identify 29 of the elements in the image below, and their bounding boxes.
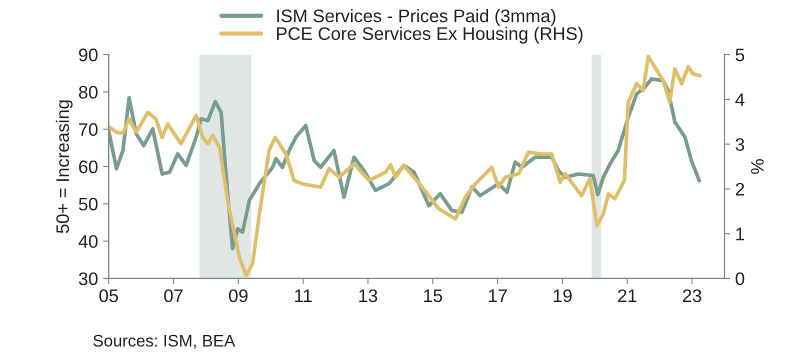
line-series — [108, 54, 702, 278]
y-tick-label: 60 — [79, 160, 98, 174]
y-tick-label: 50 — [78, 198, 98, 211]
y-tick-label: 80 — [78, 86, 98, 99]
y2-tick-label: 0 — [736, 272, 744, 286]
x-tick-label: 17 — [488, 290, 507, 302]
y2-tick-label: 2 — [736, 182, 744, 196]
x-tick-label: 21 — [618, 289, 636, 302]
y-tick-label: 90 — [79, 48, 98, 62]
x-tick-label: 07 — [164, 289, 183, 302]
y-axis-title: 50+ = Increasing — [56, 100, 73, 234]
y2-tick-label: 1 — [736, 228, 744, 240]
x-tick-label: 05 — [99, 289, 118, 302]
y-tick-label: 30 — [78, 272, 98, 286]
y-tick-label: 40 — [78, 235, 98, 248]
x-tick-label: 19 — [554, 289, 572, 302]
x-tick-label: 13 — [359, 289, 378, 302]
x-tick-label: 09 — [228, 289, 248, 302]
y2-axis-title: % — [751, 159, 764, 174]
x-tick-label: 11 — [295, 290, 312, 302]
y2-tick-label: 5 — [736, 48, 744, 62]
y2-tick-label: 3 — [736, 138, 744, 151]
y2-tick-label: 4 — [735, 93, 744, 106]
y-tick-label: 70 — [79, 123, 98, 136]
source-note: Sources: ISM, BEA — [93, 334, 236, 349]
legend-label: PCE Core Services Ex Housing (RHS) — [277, 26, 582, 44]
x-tick-label: 15 — [424, 290, 442, 302]
x-tick-label: 23 — [682, 289, 702, 302]
legend-label: ISM Services - Prices Paid (3mma) — [277, 9, 556, 26]
